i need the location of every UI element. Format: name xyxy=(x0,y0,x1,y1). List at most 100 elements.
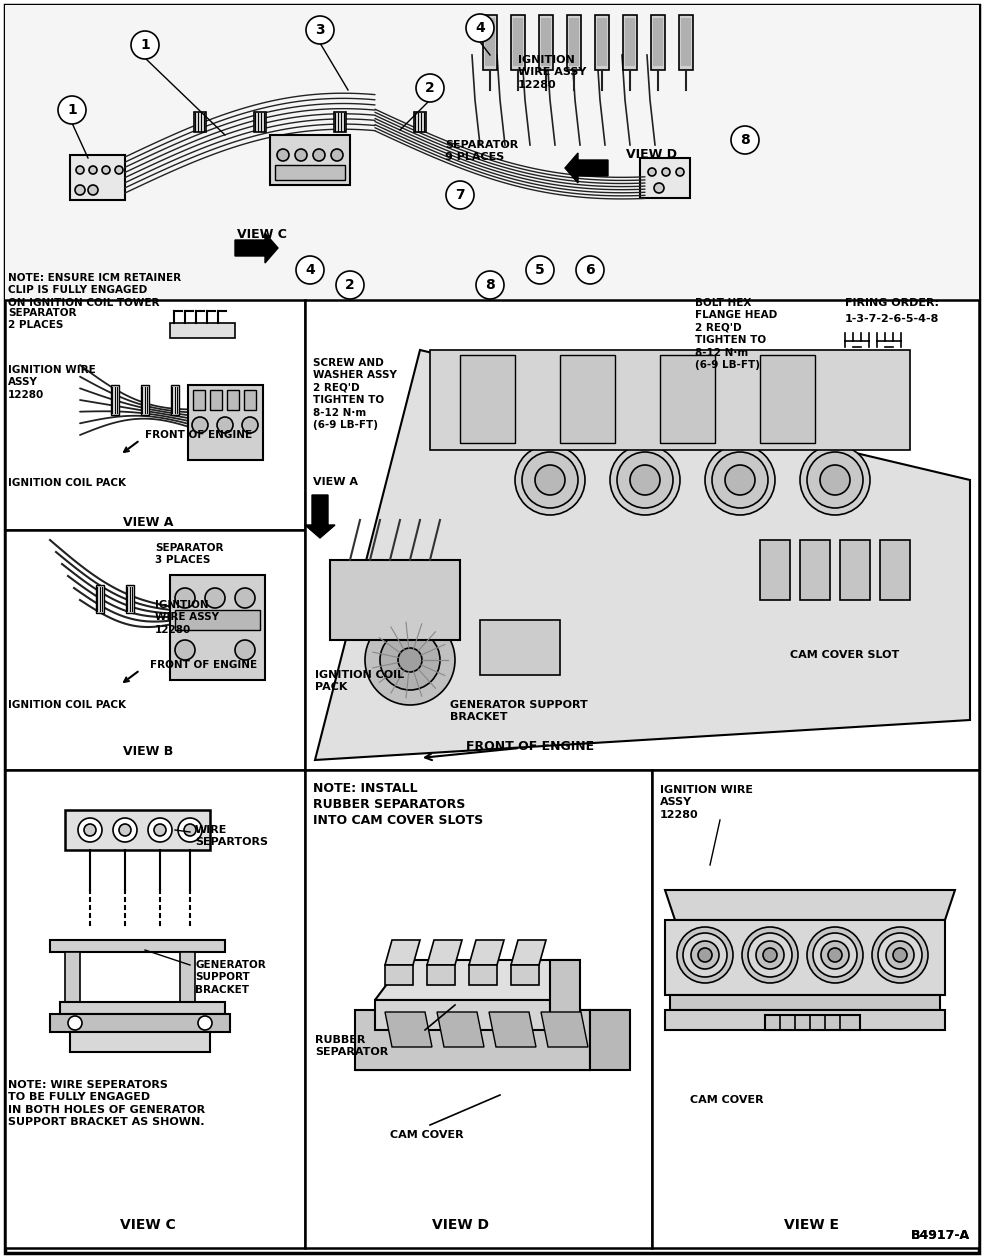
Bar xyxy=(653,18,663,65)
Bar xyxy=(597,18,607,65)
Polygon shape xyxy=(665,889,955,920)
Text: 8: 8 xyxy=(740,133,750,147)
Bar xyxy=(569,18,579,65)
Text: IGNITION COIL PACK: IGNITION COIL PACK xyxy=(8,699,126,710)
Circle shape xyxy=(872,927,928,982)
Circle shape xyxy=(84,824,96,837)
Polygon shape xyxy=(590,1010,630,1071)
Bar xyxy=(760,540,790,600)
Bar xyxy=(480,620,560,676)
Circle shape xyxy=(610,445,680,515)
Text: VIEW E: VIEW E xyxy=(784,1218,839,1232)
Text: IGNITION
WIRE ASSY
12280: IGNITION WIRE ASSY 12280 xyxy=(518,55,586,89)
Bar xyxy=(170,575,265,681)
Bar xyxy=(170,323,235,338)
Bar xyxy=(660,355,715,443)
Text: 5: 5 xyxy=(535,263,545,277)
Text: VIEW A: VIEW A xyxy=(123,516,173,530)
Text: FRONT OF ENGINE: FRONT OF ENGINE xyxy=(145,430,252,440)
Bar xyxy=(880,540,910,600)
Circle shape xyxy=(331,148,343,161)
Bar xyxy=(800,540,830,600)
Circle shape xyxy=(654,182,664,192)
Circle shape xyxy=(662,169,670,176)
Circle shape xyxy=(235,587,255,608)
Text: CAM COVER SLOT: CAM COVER SLOT xyxy=(790,650,899,660)
Circle shape xyxy=(756,941,784,969)
Bar xyxy=(254,112,266,132)
Polygon shape xyxy=(565,153,608,182)
Circle shape xyxy=(416,74,444,102)
Text: SCREW AND
WASHER ASSY
2 REQ'D
TIGHTEN TO
8-12 N·m
(6-9 LB-FT): SCREW AND WASHER ASSY 2 REQ'D TIGHTEN TO… xyxy=(313,359,397,430)
Bar xyxy=(430,350,910,450)
Text: IGNITION WIRE
ASSY
12280: IGNITION WIRE ASSY 12280 xyxy=(8,365,95,400)
Bar xyxy=(511,15,525,70)
Text: NOTE: INSTALL
RUBBER SEPARATORS
INTO CAM COVER SLOTS: NOTE: INSTALL RUBBER SEPARATORS INTO CAM… xyxy=(313,782,483,827)
Text: 1-3-7-2-6-5-4-8: 1-3-7-2-6-5-4-8 xyxy=(845,314,940,325)
Text: CAM COVER: CAM COVER xyxy=(390,1130,463,1140)
Circle shape xyxy=(295,148,307,161)
Bar xyxy=(194,112,206,132)
Circle shape xyxy=(88,185,98,195)
Circle shape xyxy=(217,416,233,433)
Bar xyxy=(70,1032,210,1052)
Bar xyxy=(681,18,691,65)
Polygon shape xyxy=(355,1010,590,1071)
Circle shape xyxy=(522,452,578,508)
Text: NOTE: WIRE SEPERATORS
TO BE FULLY ENGAGED
IN BOTH HOLES OF GENERATOR
SUPPORT BRA: NOTE: WIRE SEPERATORS TO BE FULLY ENGAGE… xyxy=(8,1081,205,1127)
Bar xyxy=(70,155,125,200)
Circle shape xyxy=(205,587,225,608)
Circle shape xyxy=(515,445,585,515)
Text: VIEW D: VIEW D xyxy=(626,148,677,161)
Circle shape xyxy=(676,169,684,176)
Bar xyxy=(485,18,495,65)
Circle shape xyxy=(731,126,759,153)
Polygon shape xyxy=(541,1011,588,1047)
Circle shape xyxy=(242,416,258,433)
Circle shape xyxy=(58,96,86,125)
Circle shape xyxy=(178,818,202,842)
Polygon shape xyxy=(469,940,504,965)
Bar xyxy=(513,18,523,65)
Text: IGNITION
WIRE ASSY
12280: IGNITION WIRE ASSY 12280 xyxy=(155,600,219,635)
Circle shape xyxy=(763,949,777,962)
Bar xyxy=(50,1014,230,1032)
Polygon shape xyxy=(305,494,335,538)
Bar xyxy=(96,585,104,613)
Text: VIEW C: VIEW C xyxy=(120,1218,176,1232)
Text: VIEW D: VIEW D xyxy=(432,1218,488,1232)
Polygon shape xyxy=(315,350,970,760)
Circle shape xyxy=(828,949,842,962)
Circle shape xyxy=(821,941,849,969)
Bar xyxy=(188,385,263,460)
Circle shape xyxy=(683,933,727,977)
Circle shape xyxy=(296,255,324,284)
Text: SEPARATOR
2 PLACES: SEPARATOR 2 PLACES xyxy=(8,308,77,331)
Circle shape xyxy=(75,185,85,195)
Bar xyxy=(5,530,305,770)
Circle shape xyxy=(175,587,195,608)
Bar xyxy=(651,15,665,70)
Text: VIEW C: VIEW C xyxy=(237,228,287,242)
Polygon shape xyxy=(511,940,546,965)
Text: 7: 7 xyxy=(456,187,464,203)
Text: RUBBER
SEPARATOR: RUBBER SEPARATOR xyxy=(315,1035,389,1058)
Circle shape xyxy=(807,452,863,508)
Circle shape xyxy=(313,148,325,161)
Text: SEPARATOR
3 PLACES: SEPARATOR 3 PLACES xyxy=(155,543,223,565)
Bar xyxy=(5,5,979,299)
Bar xyxy=(171,385,179,415)
Text: 2: 2 xyxy=(345,278,355,292)
Text: FRONT OF ENGINE: FRONT OF ENGINE xyxy=(466,740,594,754)
Bar xyxy=(414,112,426,132)
Text: 2: 2 xyxy=(425,81,435,96)
Bar xyxy=(60,1003,225,1014)
Circle shape xyxy=(446,181,474,209)
Text: IGNITION COIL
PACK: IGNITION COIL PACK xyxy=(315,671,404,692)
Bar xyxy=(765,1015,860,1030)
Circle shape xyxy=(691,941,719,969)
Polygon shape xyxy=(427,940,462,965)
Polygon shape xyxy=(437,1011,484,1047)
Bar xyxy=(625,18,635,65)
Circle shape xyxy=(365,615,455,704)
